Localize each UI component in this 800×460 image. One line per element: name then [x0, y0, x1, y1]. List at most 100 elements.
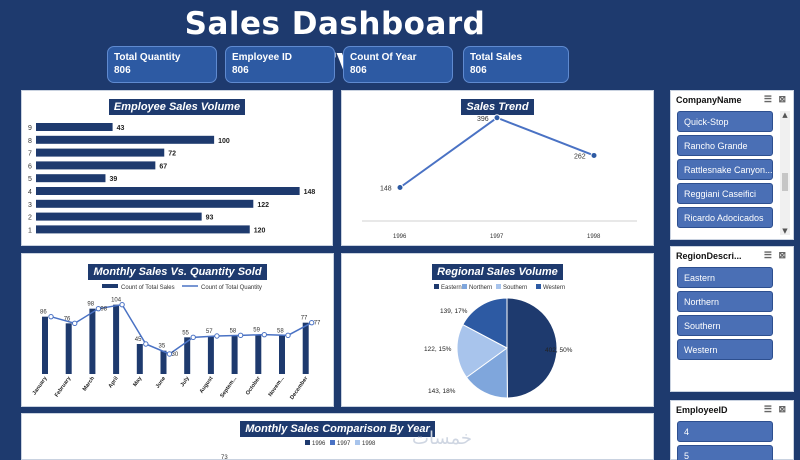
data-label: 148: [380, 186, 392, 193]
bar: [255, 334, 262, 374]
legend-label: 1996: [312, 441, 326, 447]
legend-label: 1997: [337, 441, 351, 447]
multi-select-icon[interactable]: ☰: [763, 250, 774, 260]
x-tick-label: January: [32, 375, 50, 396]
bar: [36, 174, 106, 183]
data-label: 55: [182, 330, 189, 336]
monthly-sales-panel: Monthly Sales Vs. Quantity Sold Count of…: [21, 253, 334, 407]
sales-trend-chart: 148 1996 396 1997 262 1998: [362, 114, 637, 240]
data-point: [493, 114, 501, 122]
slicer-header: RegionDescri...: [676, 250, 742, 261]
region-slicer: RegionDescri... ☰ ⊠ Eastern Northern South…: [670, 246, 794, 392]
bar: [36, 225, 250, 234]
legend-label: Western: [543, 285, 565, 291]
data-label: 104: [111, 298, 122, 304]
scroll-thumb[interactable]: [782, 173, 788, 191]
slicer-item[interactable]: Western: [677, 339, 773, 360]
panel-title: Monthly Sales Comparison By Year: [240, 421, 435, 437]
data-label: 77: [301, 316, 308, 322]
regional-sales-chart: Eastern Northern Southern Western 402, 50% 12…: [424, 284, 573, 399]
bar: [36, 148, 165, 157]
slicer-item[interactable]: Southern: [677, 315, 773, 336]
kpi-value: 806: [232, 65, 249, 76]
bar: [231, 335, 238, 374]
data-point: [309, 319, 315, 326]
slicer-item[interactable]: Northern: [677, 291, 773, 312]
employee-slicer: EmployeeID ☰ ⊠ 4 5: [670, 400, 794, 460]
legend-swatch: [496, 284, 501, 289]
scroll-down-icon[interactable]: ▼: [782, 227, 788, 235]
slicer-item[interactable]: Rancho Grande: [677, 135, 773, 156]
legend-label: Northern: [469, 285, 492, 291]
bar: [113, 304, 120, 374]
x-tick-label: 1998: [587, 234, 601, 240]
data-label: 43: [117, 125, 125, 132]
legend-label: Southern: [503, 285, 527, 291]
data-label: 67: [159, 163, 167, 170]
regional-sales-panel: Regional Sales Volume Eastern Northern Sou…: [341, 253, 654, 407]
y-tick-label: 9: [28, 125, 32, 132]
slicer-item[interactable]: Reggiani Caseifici: [677, 183, 773, 204]
employee-sales-chart: 9 43 8 100 7 72 6 67 5 39 4 148 3 122 2 93 1 120: [28, 123, 316, 234]
bar: [89, 308, 96, 374]
kpi-label: Employee ID: [232, 52, 293, 63]
bar: [207, 336, 214, 374]
data-label: 120: [254, 227, 266, 234]
bar: [36, 199, 254, 208]
legend-label: Eastern: [441, 285, 462, 291]
comparison-panel: Monthly Sales Comparison By Year 1996 199…: [21, 413, 654, 460]
panel-title: Monthly Sales Vs. Quantity Sold: [88, 264, 267, 280]
data-label: 98: [87, 302, 94, 308]
data-point: [590, 151, 598, 159]
kpi-card-count-of-year: Count Of Year 806: [343, 46, 453, 83]
x-tick-label: May: [132, 375, 144, 388]
panel-title: Employee Sales Volume: [108, 99, 246, 115]
data-label: 262: [574, 153, 586, 160]
kpi-card-employee-id: Employee ID 806: [225, 46, 335, 83]
bar: [279, 335, 285, 374]
series-line: [399, 116, 595, 189]
x-tick-label: 1996: [393, 234, 407, 240]
data-label: 148: [304, 189, 316, 196]
series-line: [50, 303, 313, 355]
slicer-item[interactable]: Quick-Stop: [677, 111, 773, 132]
kpi-value: 806: [350, 65, 367, 76]
x-tick-label: 1997: [490, 234, 504, 240]
data-label: 98: [100, 307, 107, 313]
data-point: [48, 313, 54, 320]
slicer-header: EmployeeID: [676, 404, 728, 415]
y-tick-label: 1: [28, 227, 32, 234]
y-tick-label: 2: [28, 215, 32, 222]
y-tick-label: 6: [28, 163, 32, 170]
data-point: [285, 332, 291, 339]
comparison-chart: 1996 1997 1998 73: [221, 440, 376, 459]
legend-swatch: [355, 440, 360, 445]
clear-filter-icon[interactable]: ⊠: [778, 404, 788, 414]
data-point: [214, 333, 220, 339]
y-tick-label: 4: [28, 189, 32, 196]
clear-filter-icon[interactable]: ⊠: [778, 250, 788, 260]
scrollbar[interactable]: ▲ ▼: [780, 111, 790, 235]
scroll-up-icon[interactable]: ▲: [782, 111, 788, 119]
multi-select-icon[interactable]: ☰: [763, 94, 774, 104]
slicer-item[interactable]: Eastern: [677, 267, 773, 288]
kpi-card-total-sales: Total Sales 806: [463, 46, 569, 83]
slicer-item[interactable]: 5: [677, 445, 773, 460]
x-tick-label: August: [199, 376, 215, 395]
bar: [36, 161, 156, 170]
page-title: Sales Dashboard Overview: [184, 6, 486, 78]
x-tick-label: October: [245, 375, 263, 396]
data-label: 143, 18%: [428, 388, 456, 395]
data-point: [95, 305, 102, 312]
bar: [302, 322, 309, 374]
legend-swatch: [536, 284, 541, 289]
data-label: 93: [206, 215, 214, 222]
data-point: [143, 341, 149, 347]
slicer-item[interactable]: Ricardo Adocicados: [677, 207, 773, 228]
clear-filter-icon[interactable]: ⊠: [778, 94, 788, 104]
slicer-item[interactable]: Rattlesnake Canyon...: [677, 159, 773, 180]
bar: [136, 344, 143, 374]
multi-select-icon[interactable]: ☰: [763, 404, 774, 414]
slicer-item[interactable]: 4: [677, 421, 773, 442]
data-label: 58: [277, 328, 284, 334]
